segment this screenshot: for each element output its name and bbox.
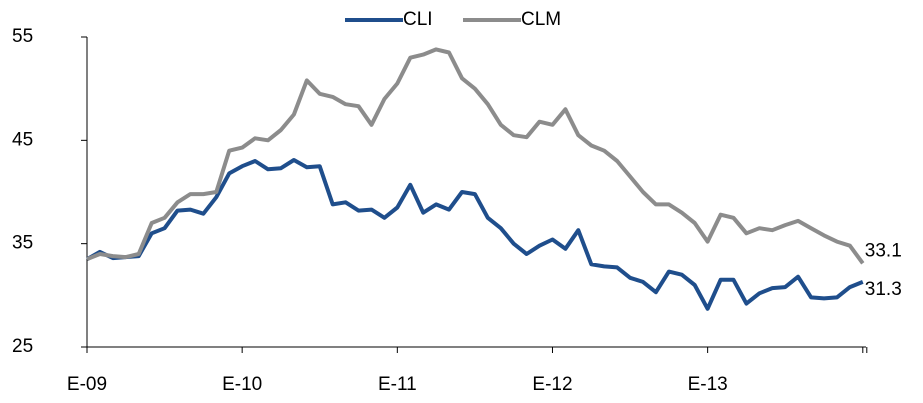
- x-tick-label: E-13: [688, 374, 728, 395]
- value-label: 33.1: [865, 240, 902, 261]
- x-tick-label: E-12: [532, 374, 572, 395]
- x-tick-label: E-11: [378, 374, 417, 395]
- y-tick-label: 35: [12, 233, 33, 254]
- x-tick-label: E-10: [222, 374, 262, 395]
- y-tick-label: 55: [12, 26, 33, 47]
- x-tick-label: E-09: [67, 374, 107, 395]
- y-tick-label: 45: [12, 129, 33, 150]
- line-series: [86, 47, 865, 265]
- value-label: 31.3: [865, 279, 902, 300]
- legend-label: CLM: [521, 9, 561, 30]
- y-tick-label: 25: [12, 336, 33, 357]
- legend-label: CLI: [403, 9, 433, 30]
- line-series: [86, 158, 864, 311]
